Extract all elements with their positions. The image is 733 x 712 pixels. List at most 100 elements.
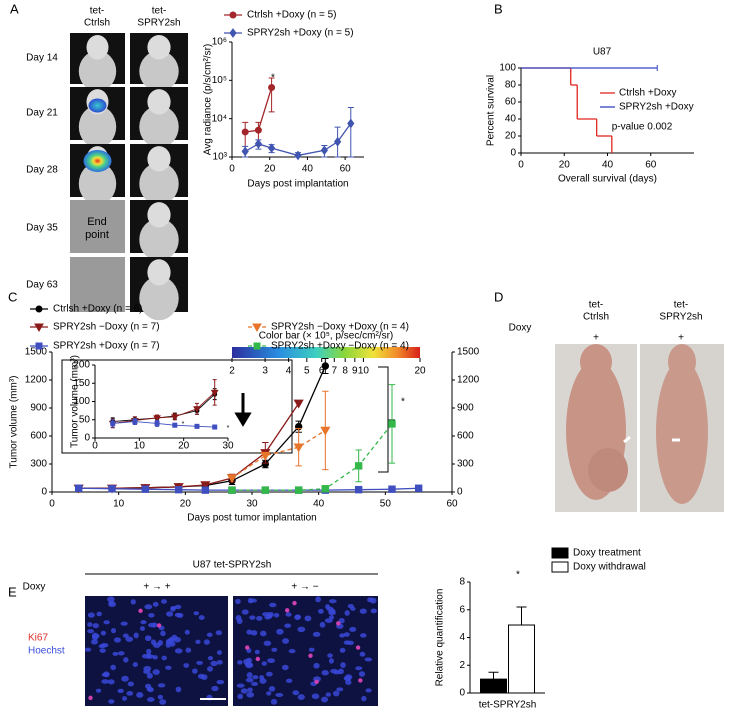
x-tick-label: 30	[246, 499, 258, 510]
nucleus	[361, 695, 367, 702]
nucleus	[112, 651, 119, 656]
marker	[228, 486, 236, 494]
marker	[293, 399, 304, 409]
nucleus	[247, 687, 253, 693]
nucleus	[321, 669, 329, 676]
nucleus	[268, 686, 276, 692]
nucleus	[200, 674, 208, 681]
mouse-body	[139, 218, 179, 261]
nucleus	[270, 698, 278, 705]
x-axis-label: Overall survival (days)	[558, 174, 657, 185]
nucleus	[170, 607, 176, 612]
bar	[508, 624, 535, 694]
mouse-photo	[640, 344, 724, 512]
nucleus	[275, 692, 284, 697]
nucleus	[319, 621, 326, 628]
ki67-cell	[314, 679, 319, 684]
nucleus	[87, 612, 95, 618]
nucleus	[282, 638, 290, 644]
nucleus	[146, 653, 152, 659]
nucleus	[146, 686, 153, 691]
marker	[354, 485, 363, 494]
marker	[260, 451, 271, 461]
nucleus	[345, 676, 351, 682]
mouse-body	[139, 50, 179, 92]
marker	[320, 145, 329, 156]
panel-title: U87 tet-SPRY2sh	[193, 560, 272, 571]
nucleus	[328, 599, 337, 604]
nucleus	[183, 663, 190, 668]
x-tick-label: 20	[559, 160, 571, 171]
x-axis-label: Days post implantation	[247, 179, 348, 190]
nucleus	[294, 614, 301, 621]
nucleus	[206, 666, 214, 672]
nucleus	[117, 688, 124, 694]
nucleus	[313, 662, 320, 669]
colorbar-tick-label: 5	[304, 366, 310, 377]
nucleus	[139, 626, 145, 631]
nucleus	[246, 629, 253, 635]
nucleus	[266, 691, 272, 696]
nucleus	[337, 668, 344, 675]
image-placeholder	[70, 200, 125, 253]
row-label: Day 21	[26, 108, 58, 119]
nucleus	[311, 693, 320, 700]
y-tick-label: 4	[459, 632, 465, 643]
x-tick-label: 40	[313, 499, 325, 510]
marker	[254, 126, 262, 134]
y-tick-label: 900	[30, 403, 47, 414]
nucleus	[146, 648, 152, 655]
y-tick-label: 10⁵	[212, 75, 227, 86]
marker	[254, 139, 263, 149]
nucleus	[285, 612, 292, 617]
y-tick-label: 10⁶	[212, 37, 227, 48]
nucleus	[365, 688, 372, 693]
nucleus	[122, 633, 129, 638]
nucleus	[87, 629, 95, 634]
nucleus	[216, 660, 223, 665]
nucleus	[256, 615, 263, 621]
x-tick-label: 40	[302, 164, 314, 175]
nucleus	[152, 669, 160, 676]
nucleus	[252, 675, 259, 680]
marker	[229, 11, 237, 19]
marker	[194, 423, 200, 429]
x-tick-label: 0	[229, 164, 235, 175]
ki67-cell	[245, 645, 250, 650]
nucleus	[261, 661, 267, 666]
nucleus	[237, 693, 244, 700]
marker	[200, 481, 211, 491]
series-line	[112, 392, 216, 424]
marker	[108, 485, 116, 493]
legend-label: SPRY2sh −Doxy +Doxy (n = 4)	[271, 322, 409, 333]
nucleus	[235, 598, 241, 604]
mouse-photo	[555, 344, 637, 512]
nucleus	[349, 626, 357, 632]
nucleus	[152, 642, 161, 648]
y-axis-label: Tumor volume (mm³)	[70, 355, 81, 448]
nucleus	[244, 661, 253, 667]
x-tick-label: 60	[446, 499, 458, 510]
legend-swatch	[551, 547, 569, 559]
x-tick-label: 30	[222, 441, 234, 452]
nucleus	[267, 658, 276, 664]
ki67-cell	[156, 623, 162, 628]
y-tick-label: 80	[505, 80, 517, 91]
mouse-body	[139, 162, 179, 205]
nucleus	[87, 622, 93, 627]
nucleus	[370, 608, 377, 614]
marker	[388, 485, 396, 493]
nucleus	[216, 679, 225, 685]
nucleus	[360, 633, 367, 638]
y-tick-label: 600	[30, 431, 47, 442]
nucleus	[216, 650, 223, 655]
nucleus	[127, 681, 134, 687]
nucleus	[240, 688, 248, 694]
nucleus	[304, 615, 312, 622]
nucleus	[144, 604, 153, 610]
microscopy-images	[84, 596, 378, 706]
nucleus	[246, 691, 255, 698]
nucleus	[249, 615, 256, 620]
y-tick-label: 150	[73, 378, 90, 389]
nucleus	[206, 632, 213, 638]
